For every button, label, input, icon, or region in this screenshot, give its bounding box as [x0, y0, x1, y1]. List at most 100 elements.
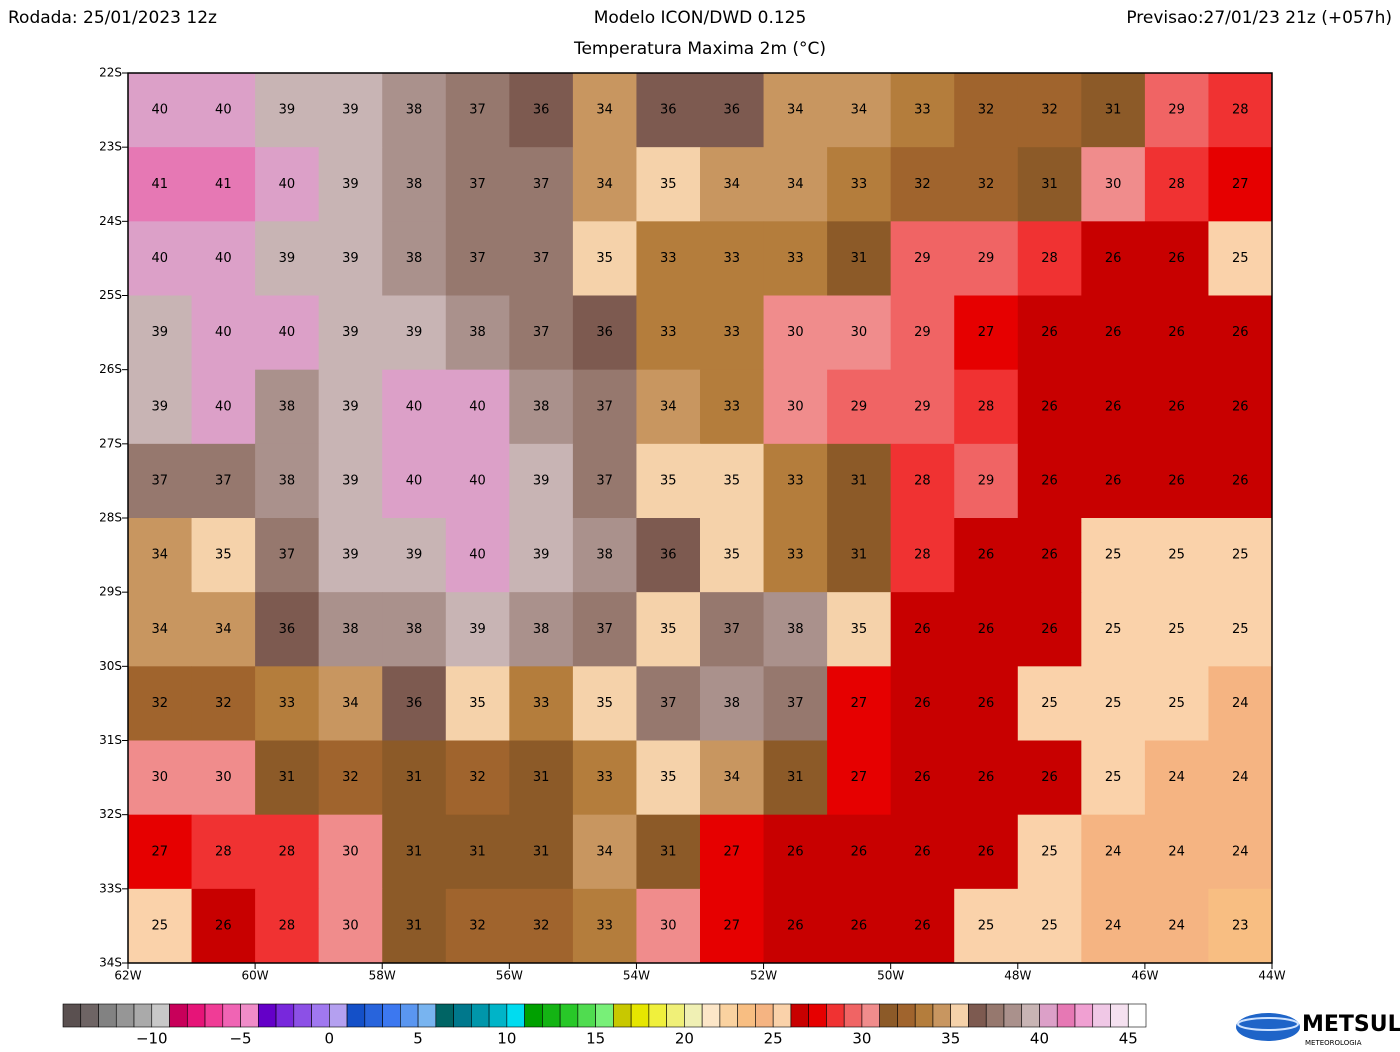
- temp-value: 33: [279, 696, 296, 711]
- temp-value: 25: [1232, 622, 1249, 637]
- temp-cell: [763, 740, 828, 816]
- temp-value: 37: [469, 251, 486, 266]
- temp-value: 39: [406, 548, 423, 563]
- temp-value: 38: [787, 622, 804, 637]
- temp-cell: [1081, 814, 1146, 890]
- colorbar-box: [950, 1003, 969, 1028]
- temp-value: 33: [914, 103, 931, 118]
- temp-cell: [318, 740, 383, 816]
- temp-cell: [128, 73, 193, 148]
- temp-value: 26: [914, 844, 931, 859]
- temp-cell: [763, 221, 828, 296]
- temp-value: 35: [596, 696, 613, 711]
- temp-cell: [128, 221, 193, 296]
- temp-cell: [954, 888, 1019, 964]
- temp-value: 41: [152, 177, 169, 192]
- temp-value: 25: [1041, 918, 1058, 933]
- temp-cell: [128, 295, 193, 371]
- temp-value: 37: [596, 473, 613, 488]
- temp-value: 30: [342, 918, 359, 933]
- temp-cell: [1017, 147, 1082, 222]
- temp-cell: [128, 518, 193, 593]
- temp-value: 40: [152, 103, 169, 118]
- temp-value: 26: [978, 696, 995, 711]
- temp-value: 25: [1105, 696, 1122, 711]
- temp-value: 26: [1168, 325, 1185, 340]
- temp-value: 37: [469, 103, 486, 118]
- temp-value: 26: [1041, 548, 1058, 563]
- temp-value: 28: [279, 918, 296, 933]
- colorbar-tick-label: 35: [941, 1030, 960, 1048]
- temp-cell: [1081, 147, 1146, 222]
- colorbar-box: [897, 1003, 916, 1028]
- temp-cell: [1017, 295, 1082, 371]
- lon-label: 44W: [1258, 969, 1285, 983]
- temp-value: 26: [851, 918, 868, 933]
- temp-value: 24: [1232, 844, 1249, 859]
- lat-label: 33S: [99, 881, 122, 895]
- temp-cell: [1081, 518, 1146, 593]
- temp-cell: [572, 369, 637, 445]
- temp-value: 25: [1041, 696, 1058, 711]
- temp-value: 38: [533, 622, 550, 637]
- temp-value: 31: [469, 844, 486, 859]
- colorbar-tick-label: −10: [136, 1030, 168, 1048]
- lon-label: 56W: [496, 969, 523, 983]
- temp-value: 29: [914, 251, 931, 266]
- temp-cell: [128, 592, 193, 667]
- temp-cell: [700, 369, 765, 445]
- temp-value: 25: [152, 918, 169, 933]
- temp-value: 32: [469, 770, 486, 785]
- temp-value: 31: [787, 770, 804, 785]
- colorbar-box: [453, 1003, 472, 1028]
- temp-value: 32: [469, 918, 486, 933]
- colorbar-box: [293, 1003, 312, 1028]
- temp-value: 26: [978, 844, 995, 859]
- colorbar-box: [719, 1003, 738, 1028]
- temp-cell: [318, 147, 383, 222]
- temp-cell: [700, 147, 765, 222]
- temp-value: 35: [724, 473, 741, 488]
- colorbar-box: [985, 1003, 1005, 1028]
- temp-value: 38: [469, 325, 486, 340]
- temp-cell: [827, 443, 892, 519]
- temp-value: 35: [660, 473, 677, 488]
- temp-cell: [318, 221, 383, 296]
- temp-value: 30: [787, 399, 804, 414]
- temp-value: 25: [1168, 696, 1185, 711]
- temp-cell: [318, 73, 383, 148]
- temp-cell: [191, 147, 256, 222]
- colorbar-box: [737, 1003, 756, 1028]
- temp-value: 36: [279, 622, 296, 637]
- temp-cell: [700, 814, 765, 890]
- temp-value: 24: [1168, 770, 1185, 785]
- temp-value: 39: [533, 548, 550, 563]
- temp-value: 24: [1105, 844, 1122, 859]
- temp-cell: [954, 592, 1019, 667]
- temp-value: 31: [851, 548, 868, 563]
- temp-value: 23: [1232, 918, 1249, 933]
- temp-cell: [255, 814, 320, 890]
- temp-value: 36: [533, 103, 550, 118]
- temp-value: 33: [851, 177, 868, 192]
- temp-cell: [1208, 73, 1273, 148]
- colorbar-box: [382, 1003, 401, 1028]
- temp-value: 37: [533, 325, 550, 340]
- temp-value: 39: [279, 103, 296, 118]
- temp-value: 26: [1041, 622, 1058, 637]
- temp-value: 30: [1105, 177, 1122, 192]
- temp-value: 26: [1232, 325, 1249, 340]
- temp-cell: [636, 888, 701, 964]
- temp-cell: [255, 888, 320, 964]
- lon-label: 60W: [242, 969, 269, 983]
- temp-value: 28: [215, 844, 232, 859]
- temp-value: 31: [660, 844, 677, 859]
- temp-value: 37: [787, 696, 804, 711]
- temp-value: 39: [533, 473, 550, 488]
- temp-value: 37: [660, 696, 677, 711]
- temp-value: 35: [469, 696, 486, 711]
- temp-cell: [1017, 443, 1082, 519]
- colorbar-box: [311, 1003, 330, 1028]
